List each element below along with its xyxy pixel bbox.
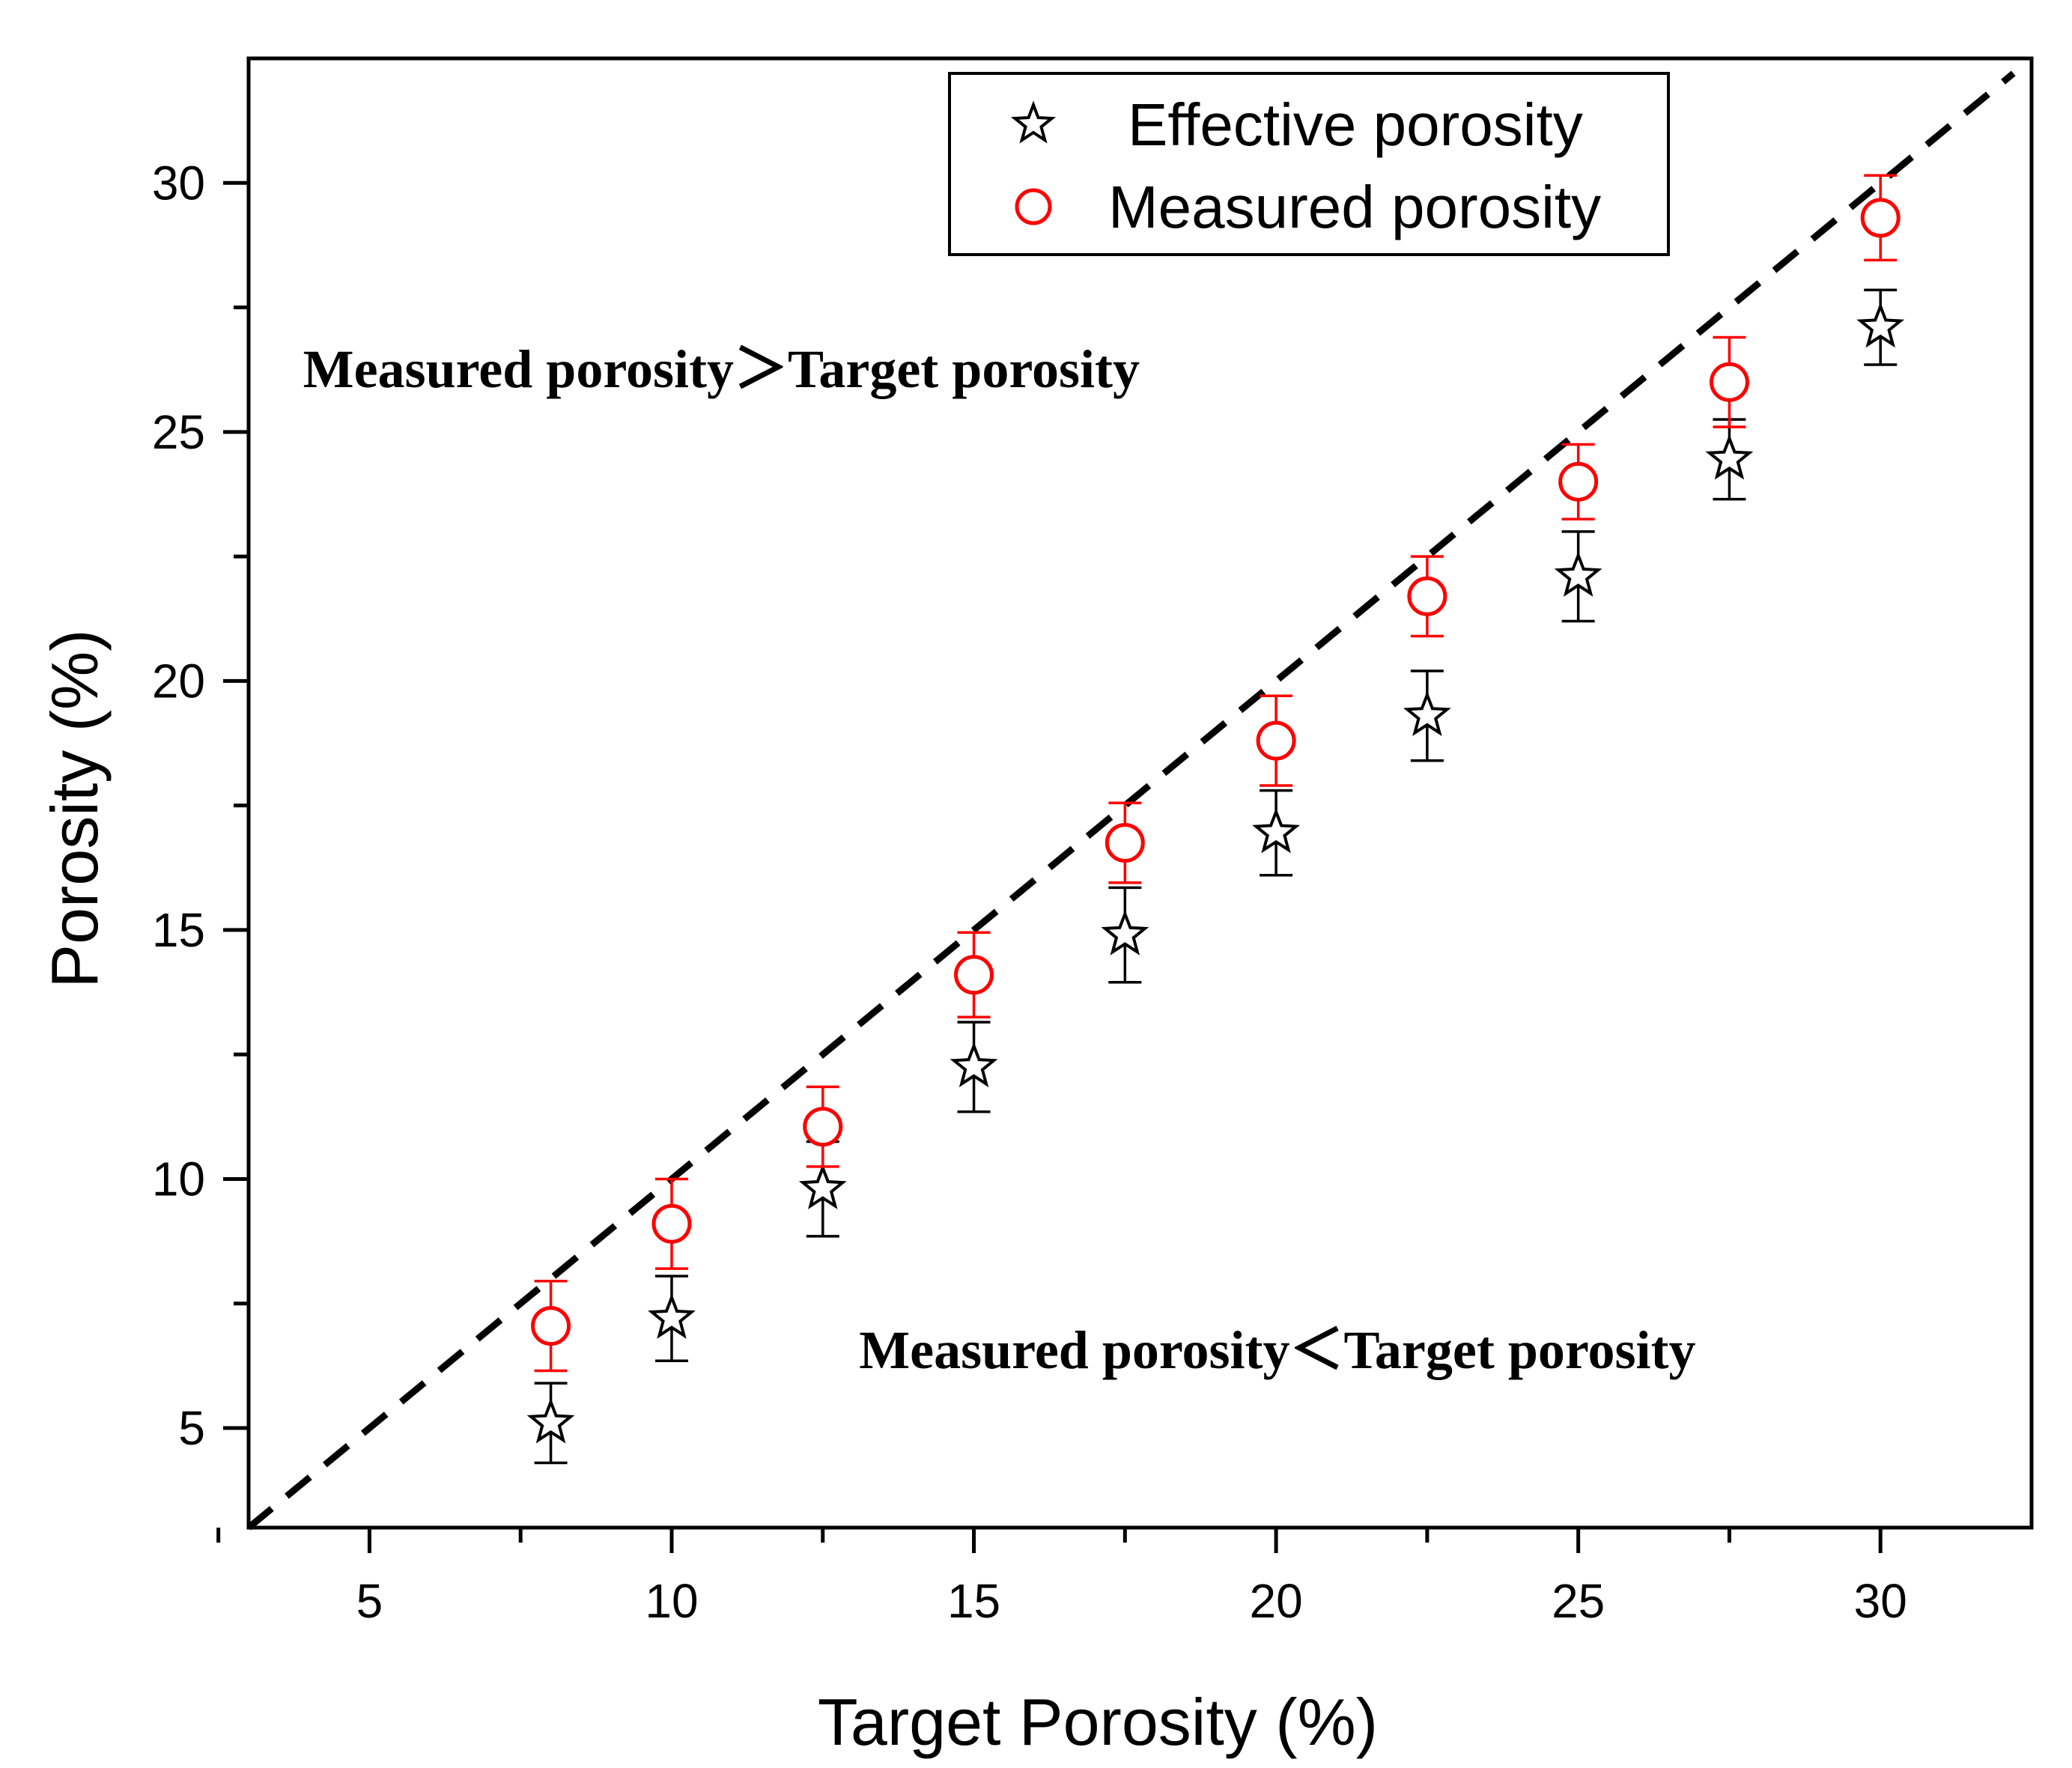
plot-frame bbox=[246, 56, 2034, 1530]
y-tick-label: 10 bbox=[152, 1152, 205, 1206]
x-tick-label: 5 bbox=[356, 1574, 383, 1628]
legend-box bbox=[948, 72, 1670, 256]
legend-label-measured: Measured porosity bbox=[1108, 174, 1601, 240]
series-star bbox=[526, 288, 1905, 1465]
y-tick-label: 30 bbox=[152, 156, 205, 210]
x-tick-label: 30 bbox=[1854, 1574, 1907, 1628]
data-marks bbox=[246, 70, 2016, 1531]
data-point-star bbox=[1252, 807, 1301, 854]
legend-circle-marker-icon bbox=[1015, 188, 1052, 225]
y-tick-label: 25 bbox=[152, 405, 205, 459]
y-axis-title: Porosity (%) bbox=[37, 629, 112, 988]
data-point-star bbox=[798, 1164, 847, 1209]
x-tick-label: 15 bbox=[947, 1574, 1000, 1628]
data-point-circle bbox=[1558, 461, 1599, 502]
reference-line-y-equals-x bbox=[246, 70, 2016, 1531]
annotations: Measured porosity＞Target porosity Measur… bbox=[303, 339, 1696, 1380]
x-axis-title: Target Porosity (%) bbox=[818, 1685, 1378, 1759]
data-point-star bbox=[950, 1042, 998, 1087]
x-tick-label: 25 bbox=[1552, 1574, 1605, 1628]
data-point-circle bbox=[954, 955, 994, 995]
x-tick-label: 20 bbox=[1250, 1574, 1303, 1628]
data-point-star bbox=[1705, 434, 1754, 480]
data-point-circle bbox=[1105, 823, 1145, 863]
data-point-star bbox=[1403, 690, 1451, 737]
data-point-circle bbox=[1256, 720, 1296, 761]
data-point-star bbox=[1856, 302, 1905, 348]
data-point-circle bbox=[1407, 576, 1447, 616]
annotation-below-line: Measured porosity＜Target porosity bbox=[859, 1320, 1695, 1380]
data-point-star bbox=[648, 1293, 696, 1339]
axes: 5 10 15 20 25 30 5 10 15 20 25 30 bbox=[152, 56, 2034, 1628]
legend-star-marker-icon bbox=[1010, 100, 1057, 144]
y-tick-label: 15 bbox=[152, 903, 205, 957]
legend-label-effective: Effective porosity bbox=[1128, 91, 1583, 158]
data-point-circle bbox=[803, 1107, 843, 1147]
y-tick-label: 5 bbox=[178, 1401, 205, 1455]
data-point-star bbox=[1554, 551, 1602, 597]
y-tick-label: 20 bbox=[152, 654, 205, 708]
annotation-above-line: Measured porosity＞Target porosity bbox=[303, 339, 1140, 399]
series-circle bbox=[531, 174, 1901, 1373]
data-point-star bbox=[526, 1397, 575, 1444]
x-tick-label: 10 bbox=[645, 1574, 698, 1628]
data-point-circle bbox=[651, 1203, 692, 1244]
data-point-circle bbox=[1860, 198, 1901, 238]
legend: Effective porosity Measured porosity bbox=[948, 72, 1670, 256]
data-point-star bbox=[1101, 909, 1149, 956]
data-point-circle bbox=[1709, 362, 1749, 402]
data-point-circle bbox=[531, 1306, 571, 1346]
